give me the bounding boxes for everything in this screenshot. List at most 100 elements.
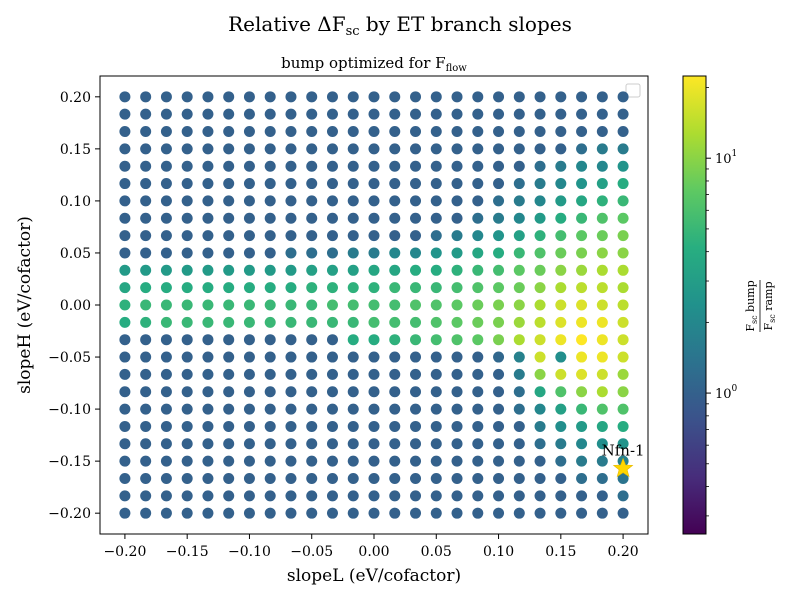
y-tick-label: 0.05 (60, 246, 91, 262)
scatter-point (119, 195, 131, 207)
scatter-point (410, 212, 422, 224)
scatter-point (181, 472, 193, 484)
scatter-point (285, 108, 297, 120)
scatter-point (534, 490, 546, 502)
scatter-point (243, 108, 255, 120)
scatter-point (513, 386, 525, 398)
scatter-point (410, 160, 422, 172)
scatter-point (223, 386, 235, 398)
scatter-point (181, 490, 193, 502)
scatter-point (430, 160, 442, 172)
scatter-point (617, 386, 629, 398)
scatter-point (285, 420, 297, 432)
scatter-point (576, 438, 588, 450)
scatter-point (160, 455, 172, 467)
scatter-point (555, 316, 567, 328)
scatter-point (389, 420, 401, 432)
scatter-point (181, 126, 193, 138)
scatter-point (451, 403, 463, 415)
scatter-point (306, 438, 318, 450)
scatter-point (306, 368, 318, 380)
scatter-point (451, 368, 463, 380)
scatter-point (326, 160, 338, 172)
scatter-point (119, 368, 131, 380)
scatter-point (264, 230, 276, 242)
scatter-point (617, 420, 629, 432)
scatter-point (534, 438, 546, 450)
scatter-point (285, 195, 297, 207)
scatter-point (243, 368, 255, 380)
scatter-point (202, 247, 214, 259)
scatter-point (181, 438, 193, 450)
scatter-point (285, 178, 297, 190)
scatter-point (243, 282, 255, 294)
scatter-point (513, 455, 525, 467)
scatter-point (202, 334, 214, 346)
scatter-point (617, 212, 629, 224)
scatter-point (534, 282, 546, 294)
scatter-point (472, 230, 484, 242)
scatter-point (389, 490, 401, 502)
scatter-point (140, 420, 152, 432)
scatter-point (243, 126, 255, 138)
scatter-point (181, 230, 193, 242)
scatter-point (264, 264, 276, 276)
scatter-point (617, 507, 629, 519)
scatter-point (534, 403, 546, 415)
scatter-point (243, 316, 255, 328)
scatter-point (326, 108, 338, 120)
scatter-point (223, 108, 235, 120)
scatter-point (451, 351, 463, 363)
scatter-point (596, 490, 608, 502)
scatter-point (119, 230, 131, 242)
scatter-point (202, 160, 214, 172)
scatter-point (534, 247, 546, 259)
scatter-point (306, 386, 318, 398)
scatter-point (493, 247, 505, 259)
scatter-point (555, 386, 567, 398)
scatter-point (430, 108, 442, 120)
scatter-point (160, 386, 172, 398)
scatter-point (451, 195, 463, 207)
scatter-point (285, 282, 297, 294)
scatter-point (513, 299, 525, 311)
scatter-point (181, 351, 193, 363)
scatter-point (223, 160, 235, 172)
scatter-point (202, 368, 214, 380)
scatter-point (326, 507, 338, 519)
scatter-point (119, 160, 131, 172)
scatter-point (140, 178, 152, 190)
scatter-point (326, 351, 338, 363)
scatter-point (264, 472, 276, 484)
colorbar-tick-label: 101 (715, 149, 737, 167)
scatter-point (472, 351, 484, 363)
x-tick-label: −0.20 (103, 544, 146, 560)
scatter-point (285, 403, 297, 415)
scatter-point (223, 143, 235, 155)
scatter-point (119, 126, 131, 138)
scatter-point (347, 316, 359, 328)
x-axis-label: slopeL (eV/cofactor) (287, 566, 461, 586)
scatter-point (119, 420, 131, 432)
colorbar-label-denominator: Fsc ramp (762, 281, 777, 330)
scatter-point (472, 316, 484, 328)
scatter-point (451, 264, 463, 276)
scatter-point (576, 403, 588, 415)
scatter-point (493, 351, 505, 363)
scatter-point (596, 195, 608, 207)
scatter-point (472, 299, 484, 311)
scatter-point (285, 247, 297, 259)
scatter-point (472, 160, 484, 172)
scatter-point (243, 91, 255, 103)
scatter-point (555, 195, 567, 207)
scatter-point (576, 108, 588, 120)
scatter-point (243, 386, 255, 398)
scatter-point (285, 386, 297, 398)
scatter-point (160, 247, 172, 259)
scatter-point (555, 334, 567, 346)
scatter-point (430, 195, 442, 207)
scatter-point (513, 490, 525, 502)
scatter-point (534, 299, 546, 311)
y-tick-label: 0.20 (60, 90, 91, 106)
scatter-point (534, 212, 546, 224)
